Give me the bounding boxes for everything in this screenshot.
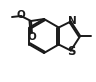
Text: O: O xyxy=(16,10,25,20)
Text: S: S xyxy=(67,45,76,58)
Text: N: N xyxy=(68,16,77,26)
Text: O: O xyxy=(28,32,36,42)
